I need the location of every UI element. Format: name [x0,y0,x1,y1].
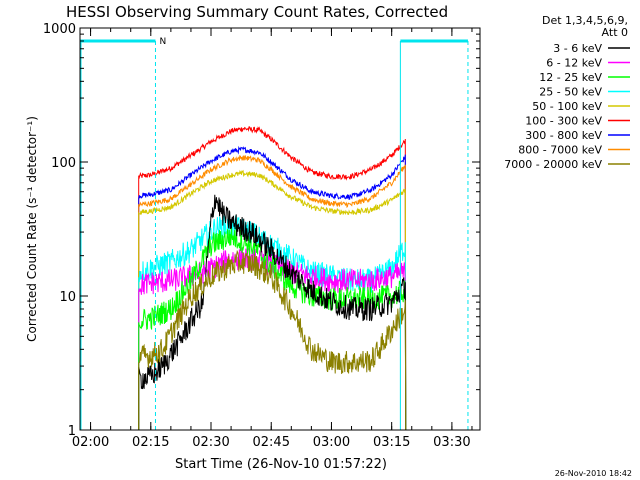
legend-label: 50 - 100 keV [532,100,602,113]
legend-label: 12 - 25 keV [539,71,602,84]
y-tick-label: 100 [51,156,76,171]
x-tick-label: 02:15 [132,435,169,450]
x-tick-label: 03:00 [313,435,350,450]
legend: Det 1,3,4,5,6,9,Att 03 - 6 keV 6 - 12 keV… [504,14,630,171]
y-tick-label: 10 [59,290,76,305]
legend-label: 3 - 6 keV [553,42,602,55]
legend-label: 300 - 800 keV [525,129,602,142]
series-line [138,145,407,431]
plot-frame [79,27,481,431]
series-layer [138,126,407,431]
legend-header: Det 1,3,4,5,6,9, [542,14,628,27]
plot-area: 02:00 02:15 02:30 02:45 03:00 03:15 03:30 1 10 10… [43,22,481,450]
series-line [138,249,407,431]
timestamp: 26-Nov-2010 18:42 [555,469,632,478]
legend-label: 25 - 50 keV [539,86,602,99]
x-tick-label: 02:00 [72,435,109,450]
night-markers [80,39,469,430]
series-line [138,194,407,431]
chart-title: HESSI Observing Summary Count Rates, Cor… [66,3,448,21]
series-line [138,154,407,431]
y-tick-label: 1 [68,424,76,439]
legend-header: Att 0 [602,26,628,39]
legend-label: 800 - 7000 keV [518,144,602,157]
x-tick-label: 03:15 [373,435,410,450]
x-tick-label: 02:30 [192,435,229,450]
series-line [138,169,407,431]
x-tick-label: 03:30 [433,435,470,450]
night-label: N [160,37,167,47]
y-axis-label: Corrected Count Rate (s⁻¹ detector⁻¹) [25,116,39,342]
series-line [138,126,407,431]
x-tick-label: 02:45 [253,435,290,450]
series-line [138,215,407,431]
x-axis-label: Start Time (26-Nov-10 01:57:22) [175,457,387,472]
legend-label: 100 - 300 keV [525,115,602,128]
y-tick-label: 1000 [43,22,76,37]
legend-label: 6 - 12 keV [546,57,602,70]
legend-label: 7000 - 20000 keV [504,158,602,171]
axis-ticks: 02:00 02:15 02:30 02:45 03:00 03:15 03:30 1 10 10… [43,22,480,450]
